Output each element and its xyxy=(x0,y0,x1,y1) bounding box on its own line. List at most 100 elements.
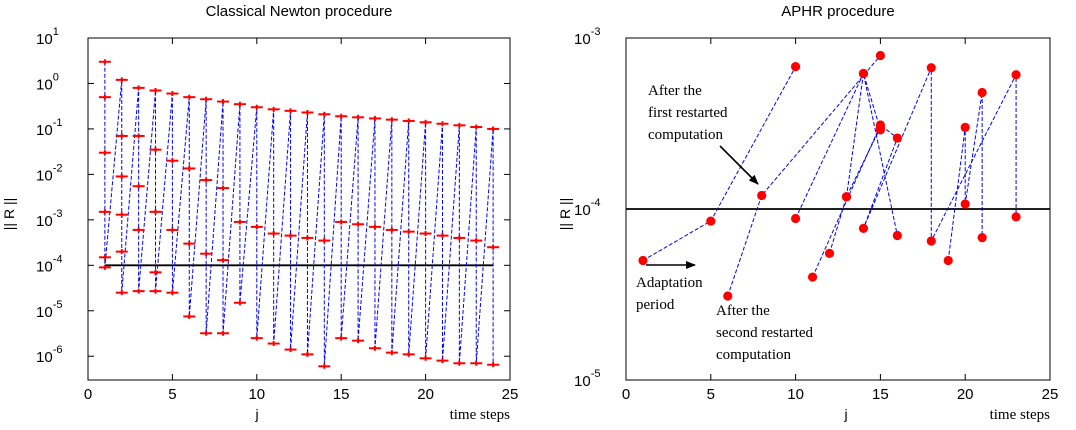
left-chart-title: Classical Newton procedure xyxy=(206,3,393,20)
left-data-point xyxy=(183,94,196,100)
annotation-second-restart-line-3: computation xyxy=(716,347,791,363)
left-series-line xyxy=(104,61,494,367)
left-x-tick-label: 0 xyxy=(84,386,92,403)
left-data-point xyxy=(284,233,297,239)
right-data-point xyxy=(757,190,767,201)
left-chart: Classical Newton procedure || R || j tim… xyxy=(1,3,518,423)
right-data-point xyxy=(858,68,869,79)
left-data-point xyxy=(98,59,111,65)
left-data-point xyxy=(132,288,145,294)
left-data-point xyxy=(183,241,196,247)
left-data-point xyxy=(166,91,179,97)
left-data-point xyxy=(200,177,213,183)
right-chart: APHR procedure || R || j time steps 0 5 10… xyxy=(557,3,1058,423)
left-data-point xyxy=(318,238,331,244)
left-data-point xyxy=(470,124,483,130)
left-data-point xyxy=(453,360,466,366)
right-x-tick-label: 10 xyxy=(787,386,804,403)
left-x-tick-label: 15 xyxy=(333,386,350,403)
left-data-point xyxy=(200,96,213,102)
left-data-point xyxy=(166,290,179,296)
left-data-point xyxy=(183,313,196,319)
left-data-point xyxy=(436,121,449,127)
left-data-point xyxy=(301,235,314,241)
right-data-point xyxy=(638,255,648,266)
right-data-point xyxy=(858,223,869,234)
left-y-tick-label: 10-6 xyxy=(36,344,62,366)
left-data-point xyxy=(436,358,449,364)
left-data-point xyxy=(352,221,365,227)
right-data-point xyxy=(791,213,801,224)
left-data-point xyxy=(487,362,500,368)
left-data-point xyxy=(217,185,230,191)
right-data-point xyxy=(977,233,987,243)
left-data-point xyxy=(419,231,432,237)
left-data-point xyxy=(98,264,111,270)
right-data-point xyxy=(875,122,886,133)
left-data-point xyxy=(166,158,179,164)
left-y-tick-label: 101 xyxy=(36,26,59,48)
annotation-first-restart-line-3: computation xyxy=(648,127,723,143)
left-data-point xyxy=(385,350,398,356)
left-data-point xyxy=(368,345,381,351)
left-data-point xyxy=(98,150,111,156)
left-data-point xyxy=(132,227,145,233)
right-x-tick-label: 5 xyxy=(707,386,715,403)
left-data-point xyxy=(98,94,111,100)
left-data-point xyxy=(217,330,230,336)
left-data-point xyxy=(352,114,365,120)
annotation-second-restart-line-2: second restarted xyxy=(716,325,814,341)
left-data-point xyxy=(335,113,348,119)
right-data-point xyxy=(807,272,818,282)
left-data-point xyxy=(335,335,348,341)
right-chart-title: APHR procedure xyxy=(781,3,894,20)
annotation-adaptation: Adaptation period xyxy=(636,261,703,313)
left-data-point xyxy=(284,108,297,114)
left-data-point xyxy=(98,254,111,260)
left-data-point xyxy=(115,77,128,83)
left-data-point xyxy=(132,133,145,139)
right-data-point xyxy=(1011,70,1021,80)
left-data-point xyxy=(200,330,213,336)
annotation-adaptation-line-2: period xyxy=(636,297,675,313)
left-data-point xyxy=(132,85,145,91)
annotation-first-restart-line-1: After the xyxy=(648,83,702,99)
right-x-tick-label: 0 xyxy=(622,386,630,403)
right-series-line xyxy=(829,127,881,254)
right-y-tick-label: 10-3 xyxy=(574,26,600,48)
right-data-point xyxy=(892,133,902,143)
left-x-tick-label: 5 xyxy=(168,386,176,403)
left-data-point xyxy=(166,227,179,233)
left-data-point xyxy=(217,257,230,263)
left-data-point xyxy=(385,227,398,233)
right-y-tick-label: 10-4 xyxy=(574,197,600,219)
right-series-line xyxy=(727,55,881,297)
left-data-point xyxy=(115,173,128,179)
left-x-tick-label: 20 xyxy=(417,386,434,403)
left-data-point xyxy=(149,209,162,215)
left-data-point xyxy=(267,106,280,112)
left-data-point xyxy=(149,147,162,153)
right-data-point xyxy=(1011,212,1021,222)
left-y-tick-label: 10-3 xyxy=(36,208,62,230)
right-data-point xyxy=(791,62,801,72)
left-data-point xyxy=(149,288,162,294)
left-y-tick-label: 100 xyxy=(36,71,59,93)
left-data-point xyxy=(301,109,314,115)
right-data-point xyxy=(926,63,936,73)
left-x-tick-label: 10 xyxy=(248,386,265,403)
annotation-first-restart-line-2: first restarted xyxy=(648,105,728,121)
right-series-line xyxy=(845,73,898,236)
right-x-axis-units-label: time steps xyxy=(990,407,1051,423)
left-y-axis-label: || R || xyxy=(1,198,17,230)
left-data-point xyxy=(419,119,432,125)
left-plot-frame xyxy=(87,37,511,381)
right-data-point xyxy=(841,192,852,202)
left-data-point xyxy=(149,269,162,275)
right-y-tick-label: 10-5 xyxy=(574,368,600,390)
left-data-point xyxy=(217,99,230,105)
left-data-point xyxy=(132,183,145,189)
right-x-tick-label: 15 xyxy=(872,386,889,403)
left-data-point xyxy=(368,224,381,230)
left-x-axis-units-label: time steps xyxy=(450,407,511,423)
